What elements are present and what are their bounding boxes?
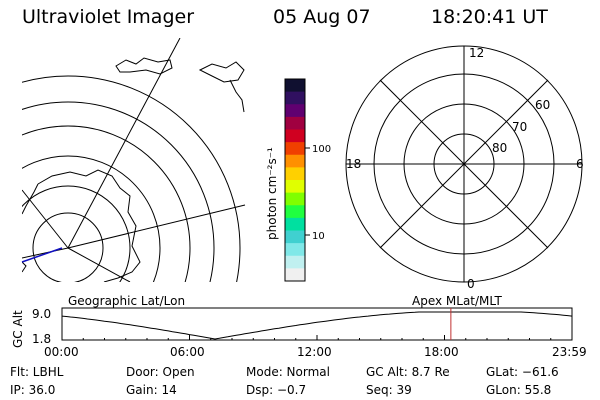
meridian-line (67, 204, 246, 249)
meridian-line (67, 38, 181, 249)
colorbar-axis-label: photon cm⁻²s⁻¹ (265, 147, 279, 240)
altitude-y-label-min: 1.8 (32, 332, 51, 346)
glat-value: GLat: −61.6 (486, 365, 559, 379)
mlt-label-bottom: 0 (467, 277, 475, 291)
boundary-segment (21, 247, 63, 263)
mlat-label-60: 60 (535, 98, 550, 112)
altitude-y-label-max: 9.0 (32, 307, 51, 321)
colorbar-swatch (285, 255, 305, 269)
island-coastline (115, 57, 173, 75)
colorbar-swatch (285, 192, 305, 206)
polar-plot[interactable] (345, 45, 583, 283)
meridian-line (22, 247, 69, 259)
left-panel-caption: Geographic Lat/Lon (68, 294, 185, 308)
mlt-label-left: 18 (346, 157, 361, 171)
colorbar-swatch (285, 91, 305, 105)
latitude-circle (22, 101, 215, 282)
mlt-label-right: 6 (576, 157, 584, 171)
colorbar-swatch (285, 129, 305, 143)
colorbar-swatch (285, 217, 305, 231)
mlat-label-80: 80 (492, 141, 507, 155)
meridian-line (67, 247, 131, 282)
door-value: Door: Open (126, 365, 195, 379)
colorbar-swatch (285, 154, 305, 168)
island-coastline (198, 61, 245, 83)
colorbar-swatch (285, 205, 305, 219)
altitude-curve (61, 311, 573, 340)
right-panel-caption: Apex MLat/MLT (412, 294, 502, 308)
dsp-value: Dsp: −0.7 (246, 383, 306, 397)
time-tick-label: 06:00 (170, 345, 205, 359)
colorbar-tick-label: 10 (312, 231, 325, 242)
time-label: 18:20:41 UT (431, 6, 548, 28)
colorbar-tick-label: 100 (312, 144, 331, 155)
meridian-line (22, 189, 69, 249)
latitude-circle (22, 155, 161, 282)
mode-value: Mode: Normal (246, 365, 330, 379)
latitude-circle (22, 125, 191, 282)
seq-value: Seq: 39 (366, 383, 412, 397)
ip-value: IP: 36.0 (10, 383, 55, 397)
colorbar-swatch (285, 104, 305, 118)
time-tick-label: 23:59 (552, 345, 587, 359)
colorbar-swatch (285, 116, 305, 130)
time-tick-label: 00:00 (44, 345, 79, 359)
latitude-circle (22, 185, 131, 282)
altitude-plot[interactable] (61, 307, 573, 341)
mlt-label-top: 12 (469, 46, 484, 60)
coastline (229, 79, 245, 113)
latitude-circle (22, 75, 241, 282)
time-tick-label: 12:00 (297, 345, 332, 359)
continent-coastline (22, 169, 141, 282)
colorbar-swatch (285, 79, 305, 93)
gain-value: Gain: 14 (126, 383, 177, 397)
flt-value: Flt: LBHL (10, 365, 64, 379)
mlt-line-diagonal (379, 79, 549, 249)
mlat-label-70: 70 (512, 120, 527, 134)
colorbar-swatch (285, 142, 305, 156)
colorbar-swatch (285, 167, 305, 181)
geographic-map[interactable] (0, 38, 246, 400)
colorbar-swatch (285, 268, 305, 282)
app-title: Ultraviolet Imager (22, 6, 195, 28)
colorbar (285, 79, 305, 282)
colorbar-swatch (285, 180, 305, 194)
colorbar-swatch (285, 243, 305, 257)
gc-alt-value: GC Alt: 8.7 Re (366, 365, 450, 379)
colorbar-swatch (285, 230, 305, 244)
latitude-circle (32, 212, 104, 282)
altitude-axis-label: GC Alt (11, 310, 25, 348)
colorbar-frame (284, 78, 306, 282)
date-label: 05 Aug 07 (273, 6, 371, 28)
time-tick-label: 18:00 (424, 345, 459, 359)
coastline (22, 261, 27, 273)
glon-value: GLon: 55.8 (486, 383, 551, 397)
